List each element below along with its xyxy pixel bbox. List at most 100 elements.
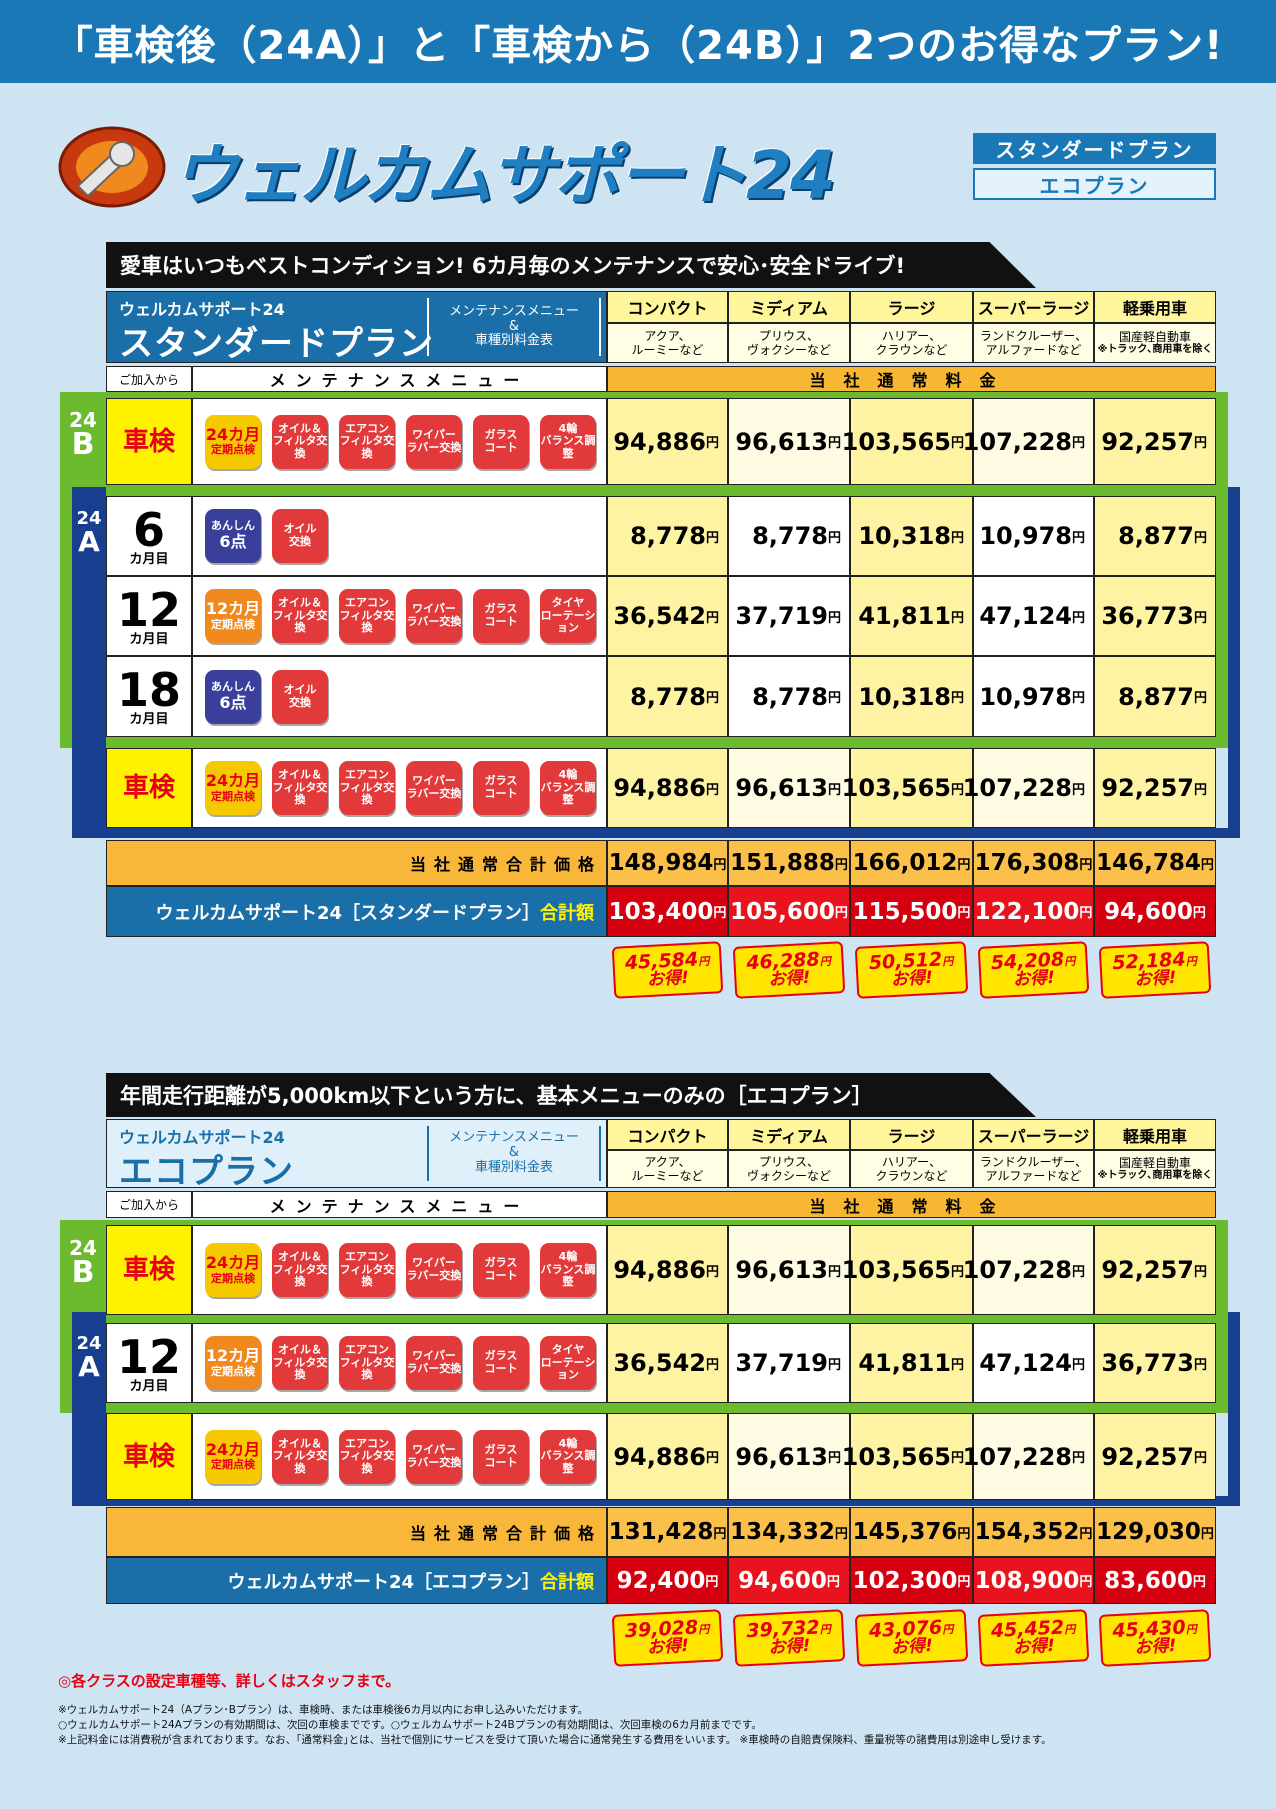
- menu-badge-line: ラバー交換: [406, 1362, 462, 1375]
- column-examples: 国産軽自動車 ※トラック､商用車を除く: [1094, 1150, 1216, 1188]
- price-cell: 96,613 円: [728, 1413, 850, 1500]
- price: 107,228: [962, 427, 1072, 456]
- plan-tag: エコプラン: [973, 168, 1216, 200]
- price: 47,124: [979, 602, 1072, 630]
- savings-deal: お得!: [1134, 967, 1177, 991]
- yen: 円: [827, 610, 841, 626]
- menu-badge: オイル＆ フィルタ交換: [272, 589, 328, 643]
- menu-badge-line: 6点: [219, 692, 247, 712]
- menu-badge-line: コート: [484, 1362, 518, 1375]
- plan-total-cell: 102,300 円: [850, 1557, 973, 1604]
- column-example: ハリアー、: [881, 328, 942, 343]
- menu-badge: 12カ月 定期点検: [205, 1336, 261, 1390]
- price: 8,778: [630, 522, 706, 550]
- yen: 円: [827, 1451, 841, 1466]
- price: 103,565: [841, 1442, 951, 1471]
- yen: 円: [950, 530, 964, 546]
- yen: 円: [705, 782, 719, 798]
- menu-badge-line: コート: [484, 1455, 518, 1469]
- period-unit: カ月目: [129, 631, 169, 647]
- column-name: ミディアム: [728, 1119, 850, 1151]
- menu-badge-line: コート: [484, 787, 518, 800]
- menu-badge-line: フィルタ交換: [272, 780, 328, 807]
- plan-total-price: 102,300: [852, 1567, 958, 1594]
- period: 車検: [122, 1441, 175, 1472]
- yen: 円: [1185, 1622, 1198, 1637]
- total-price: 154,352: [974, 1519, 1080, 1545]
- yen: 円: [705, 610, 719, 626]
- menu-badge-line: ワイパー: [412, 1442, 456, 1456]
- price-cell: 103,565 円: [842, 748, 973, 828]
- menu-badge-line: ワイパー: [412, 1349, 456, 1363]
- total-cell: 129,030 円: [1094, 1507, 1216, 1557]
- menu-badge-line: フィルタ交換: [272, 1449, 328, 1475]
- yen: 円: [1193, 530, 1207, 546]
- yen: 円: [950, 1357, 964, 1373]
- join-label: ご加入から: [106, 1191, 192, 1218]
- menu-badge-line: 4輪: [558, 1250, 578, 1264]
- yen: 円: [827, 782, 841, 798]
- menu-badge-line: エアコン: [345, 596, 389, 610]
- yen: 円: [713, 906, 727, 921]
- group-label: 24 B: [60, 1238, 106, 1294]
- menu-badge-line: ラバー交換: [406, 1455, 462, 1469]
- menu-badge: あんしん 6点: [205, 509, 261, 563]
- menu-badge: 4輪 バランス調整: [540, 414, 596, 469]
- yen: 円: [1193, 1357, 1207, 1373]
- menu-badge: ガラス コート: [473, 761, 529, 815]
- menu-badge: ワイパー ラバー交換: [406, 1336, 462, 1390]
- savings-deal: お得!: [1134, 1635, 1177, 1659]
- price-cell: 94,886 円: [607, 1225, 728, 1315]
- plan-total-cell: 103,400 円: [607, 886, 728, 937]
- menu-badge: ワイパー ラバー交換: [406, 1243, 462, 1297]
- yen: 円: [950, 436, 964, 451]
- column-name: ラージ: [850, 1119, 973, 1151]
- menu-badge-line: 24カ月: [205, 424, 261, 444]
- price: 94,886: [613, 1442, 706, 1471]
- column-name: コンパクト: [607, 291, 728, 324]
- price-cell: 94,886 円: [607, 398, 728, 485]
- price-cell: 94,886 円: [607, 748, 728, 828]
- column-name: ミディアム: [728, 291, 850, 324]
- period-number: 6: [132, 502, 165, 557]
- price: 107,228: [962, 1442, 1072, 1471]
- price: 94,886: [613, 1256, 706, 1284]
- menu-badge-line: オイル＆: [278, 1250, 322, 1264]
- group-frame-24a: [72, 1496, 1240, 1506]
- period-number: 12: [116, 582, 181, 637]
- column-example: ルーミーなど: [631, 343, 704, 358]
- footer-note: ※ウェルカムサポート24（Aプラン･Bプラン）は、車検時、または車検後6カ月以内…: [58, 1704, 589, 1716]
- total-cell: 176,308 円: [973, 840, 1094, 886]
- menu-badge-line: 4輪: [558, 768, 578, 782]
- column-examples: ランドクルーザー、 アルファードなど: [973, 323, 1094, 363]
- column-examples: アクア、 ルーミーなど: [607, 1150, 728, 1188]
- plan-total-suffix: 合計額: [540, 902, 594, 924]
- plan-total-cell: 92,400 円: [607, 1557, 728, 1604]
- price-cell: 41,811 円: [850, 1323, 973, 1403]
- group-label: 24 A: [72, 1335, 106, 1391]
- column-example: ハリアー、: [881, 1154, 942, 1169]
- menu-badge-line: ローテーション: [540, 1355, 596, 1382]
- menu-badge-line: 定期点検: [211, 1271, 255, 1285]
- yen: 円: [1071, 1357, 1085, 1373]
- menu-badge-line: ラバー交換: [406, 440, 462, 454]
- menu-badge: 4輪 バランス調整: [540, 761, 596, 815]
- price-cell: 8,778 円: [607, 656, 728, 737]
- plan-total-price: 83,600: [1104, 1567, 1193, 1594]
- plan-name: エコプラン: [119, 1152, 294, 1192]
- yen: 円: [1193, 691, 1207, 706]
- total-price: 134,332: [730, 1519, 835, 1545]
- menu-badge-line: 4輪: [558, 421, 578, 435]
- price-cell: 8,877 円: [1094, 496, 1216, 576]
- menu-badge: ガラス コート: [473, 1243, 529, 1297]
- menu-badge: 24カ月 定期点検: [205, 1243, 261, 1297]
- price-cell: 10,978 円: [973, 496, 1094, 576]
- menu-badge-line: エアコン: [345, 421, 389, 435]
- price-cell: 96,613 円: [728, 1225, 850, 1315]
- yen: 円: [957, 1526, 971, 1542]
- menu-badge: タイヤ ローテーション: [540, 589, 596, 643]
- menu-badge: ガラス コート: [473, 1336, 529, 1390]
- price-cell: 8,778 円: [607, 496, 728, 576]
- price: 10,978: [979, 522, 1072, 550]
- yen: 円: [1193, 1264, 1207, 1280]
